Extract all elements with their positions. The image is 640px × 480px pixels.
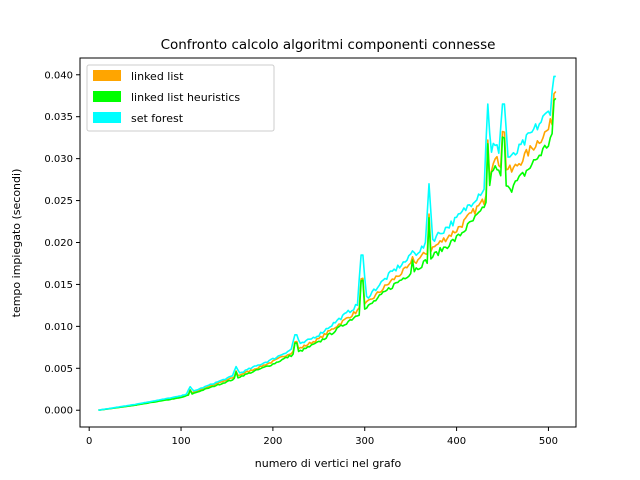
legend-box bbox=[86, 64, 275, 132]
y-tick-label: 0.010 bbox=[44, 322, 73, 333]
x-tick-label: 100 bbox=[171, 436, 190, 447]
y-tick-label: 0.005 bbox=[44, 364, 73, 375]
y-tick-label: 0.020 bbox=[44, 238, 73, 249]
x-axis-ticks: 0 100 200 300 400 500 bbox=[86, 427, 558, 447]
series-line-set-forest bbox=[98, 75, 556, 411]
legend-swatch bbox=[93, 112, 121, 123]
legend-swatch bbox=[93, 91, 121, 102]
plot-lines bbox=[98, 75, 557, 411]
y-tick-label: 0.035 bbox=[44, 112, 73, 123]
x-tick-label: 300 bbox=[355, 436, 374, 447]
y-tick-label: 0.000 bbox=[44, 406, 73, 417]
y-tick-label: 0.030 bbox=[44, 154, 73, 165]
chart-title: Confronto calcolo algoritmi componenti c… bbox=[161, 37, 496, 53]
x-tick-label: 400 bbox=[447, 436, 466, 447]
legend-label: linked list bbox=[131, 70, 184, 83]
y-axis-ticks: 0.000 0.005 0.010 0.015 0.020 0.025 0.030 0.035… bbox=[44, 70, 80, 417]
legend-label: linked list heuristics bbox=[131, 91, 240, 104]
x-axis-label: numero di vertici nel grafo bbox=[255, 457, 402, 470]
series-line-linked-list-heuristics bbox=[98, 97, 557, 411]
y-axis-label: tempo impiegato (secondi) bbox=[10, 169, 23, 318]
y-tick-label: 0.040 bbox=[44, 70, 73, 81]
x-tick-label: 0 bbox=[86, 436, 92, 447]
legend-label: set forest bbox=[131, 112, 184, 125]
legend-swatch bbox=[93, 70, 121, 81]
legend: linked list linked list heuristics set for… bbox=[86, 64, 275, 132]
x-tick-label: 200 bbox=[263, 436, 282, 447]
y-tick-label: 0.025 bbox=[44, 196, 73, 207]
series-line-linked-list bbox=[98, 90, 557, 411]
y-tick-label: 0.015 bbox=[44, 280, 73, 291]
x-tick-label: 500 bbox=[539, 436, 558, 447]
